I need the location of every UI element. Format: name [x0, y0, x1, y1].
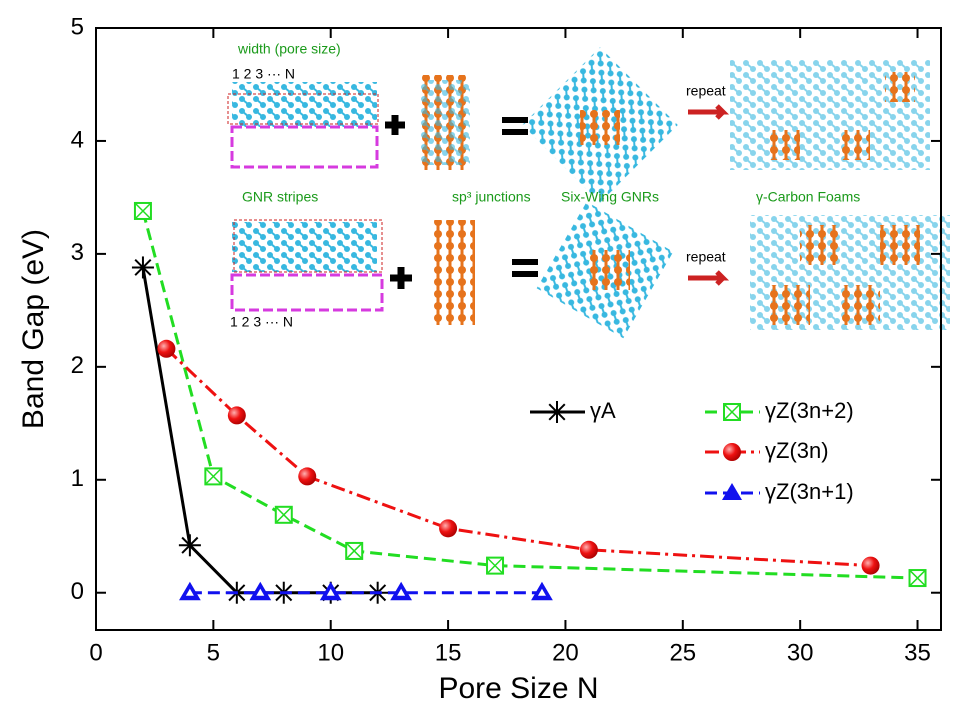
legend-label: γZ(3n+2)	[765, 398, 854, 423]
x-tick-label: 15	[435, 639, 462, 666]
marker	[157, 339, 176, 358]
marker	[249, 581, 272, 601]
legend-label: γZ(3n+1)	[765, 479, 854, 504]
y-tick-label: 3	[71, 239, 84, 266]
marker	[178, 534, 201, 557]
marker-stroke	[134, 258, 152, 276]
marker-tri-in	[537, 588, 546, 596]
marker-circle	[227, 406, 246, 425]
marker-x	[275, 506, 293, 524]
legend-label: γZ(3n)	[765, 438, 829, 463]
marker-x	[345, 542, 363, 560]
annotation: Six-Wing GNRs	[561, 189, 659, 205]
marker	[274, 505, 293, 524]
x-axis-label: Pore Size N	[438, 672, 598, 705]
marker-circle	[157, 339, 176, 358]
marker-circle	[861, 556, 880, 575]
legend-marker-stroke	[548, 403, 566, 421]
marker	[390, 581, 413, 601]
x-tick-label: 10	[317, 639, 344, 666]
marker-tri-in	[256, 588, 265, 596]
marker-stroke	[181, 536, 199, 554]
x-tick-label: 20	[552, 639, 579, 666]
marker	[227, 406, 246, 425]
inset-graphic	[227, 47, 950, 339]
marker	[131, 256, 154, 279]
y-axis-label: Band Gap (eV)	[17, 229, 50, 429]
y-tick-label: 0	[71, 578, 84, 605]
x-tick-label: 35	[904, 639, 931, 666]
marker-circle	[579, 540, 598, 559]
x-tick-label: 5	[207, 639, 220, 666]
y-tick-label: 5	[71, 13, 84, 40]
x-tick-label: 0	[89, 639, 102, 666]
marker-circle	[298, 467, 317, 486]
annotation: 1 2 3 ··· N	[232, 66, 295, 82]
y-tick-label: 4	[71, 126, 84, 153]
marker-x	[204, 467, 222, 485]
legend-marker	[546, 401, 568, 423]
legend-marker	[723, 403, 741, 421]
legend-label: γA	[590, 398, 616, 423]
annotation: repeat	[686, 249, 726, 265]
marker	[179, 581, 201, 601]
legend-marker	[722, 483, 742, 500]
marker-x	[908, 569, 927, 587]
marker	[486, 556, 505, 575]
y-tick-label: 2	[71, 352, 84, 379]
legend-marker-x	[723, 403, 741, 421]
marker	[345, 541, 364, 560]
marker-tri-in	[397, 588, 406, 596]
x-tick-label: 30	[787, 639, 814, 666]
marker	[531, 581, 553, 601]
marker	[908, 569, 927, 588]
marker	[204, 467, 223, 486]
plot-frame	[95, 27, 942, 631]
marker	[861, 556, 880, 575]
legend-marker	[723, 443, 741, 461]
marker	[298, 467, 317, 486]
annotation: width (pore size)	[237, 41, 341, 57]
annotation: GNR stripes	[242, 189, 318, 205]
marker	[439, 519, 458, 538]
annotation: sp³ junctions	[452, 189, 531, 205]
marker-x	[486, 557, 504, 575]
legend-marker-triangle	[722, 483, 742, 500]
marker	[579, 540, 598, 559]
marker	[133, 201, 152, 220]
marker	[319, 581, 342, 601]
annotation: 1 2 3 ··· N	[230, 314, 293, 330]
marker-x	[134, 202, 152, 220]
annotation: repeat	[686, 83, 726, 99]
y-tick-label: 1	[71, 465, 84, 492]
marker-circle	[439, 519, 458, 538]
x-tick-label: 25	[669, 639, 696, 666]
marker-tri-in	[326, 588, 335, 596]
legend-marker-circle	[723, 443, 741, 461]
annotation: γ-Carbon Foams	[756, 189, 860, 205]
marker-tri-in	[185, 588, 194, 596]
